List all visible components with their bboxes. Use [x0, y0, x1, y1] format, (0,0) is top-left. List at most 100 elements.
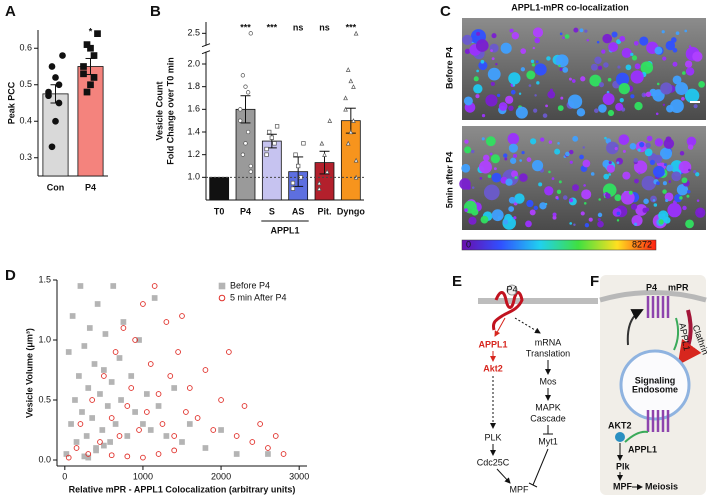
y-tick-label: 0.0	[38, 454, 51, 464]
point	[327, 118, 333, 123]
node: mRNA	[535, 337, 562, 347]
sphere	[515, 106, 528, 119]
sphere	[552, 212, 557, 217]
point	[94, 301, 101, 307]
sphere	[534, 63, 547, 76]
colorbar-min: 0	[466, 239, 471, 249]
sphere	[608, 42, 619, 52]
sphere	[508, 143, 518, 153]
point	[243, 141, 248, 146]
point	[163, 433, 170, 439]
sphere	[567, 94, 583, 109]
sphere	[503, 153, 508, 158]
point	[112, 421, 119, 427]
sphere	[656, 181, 660, 186]
sphere	[583, 184, 586, 187]
point	[324, 169, 330, 174]
sphere	[582, 146, 585, 149]
sphere	[560, 96, 564, 100]
sphere	[607, 77, 612, 82]
sphere	[676, 184, 689, 196]
sphere	[487, 174, 492, 179]
sphere	[662, 56, 667, 61]
point	[91, 361, 98, 367]
sphere	[617, 65, 621, 69]
node: Cascade	[530, 413, 566, 423]
sphere	[653, 203, 658, 207]
point	[265, 445, 271, 451]
sphere	[562, 36, 565, 40]
point	[99, 427, 106, 433]
sphere	[505, 95, 514, 104]
point	[348, 129, 354, 135]
sphere	[630, 70, 644, 84]
point	[101, 367, 107, 373]
sphere	[630, 203, 638, 210]
point	[89, 397, 96, 403]
sphere	[615, 102, 624, 111]
point	[73, 445, 80, 451]
sphere	[513, 153, 518, 158]
sphere	[532, 46, 536, 50]
receptor	[646, 296, 670, 318]
node: Meiosis	[645, 481, 678, 491]
sphere	[616, 211, 621, 216]
node: APPL1	[478, 339, 507, 349]
sphere	[569, 160, 573, 164]
appl1-arc	[624, 430, 649, 443]
axis-break	[201, 50, 211, 55]
point	[238, 118, 243, 123]
sphere	[686, 136, 697, 147]
point	[132, 409, 138, 415]
sphere	[670, 99, 684, 114]
group-label: APPL1	[270, 225, 299, 235]
sphere	[601, 49, 606, 54]
sphere	[665, 198, 669, 203]
sphere	[514, 176, 518, 180]
sphere	[568, 77, 572, 81]
node: Cdc25C	[477, 457, 510, 467]
point	[159, 421, 166, 427]
sphere	[685, 67, 695, 76]
point	[90, 52, 98, 59]
point	[116, 433, 123, 439]
point	[274, 124, 280, 129]
sphere	[654, 46, 663, 55]
sphere	[588, 217, 593, 222]
sphere	[586, 39, 590, 42]
sphere	[464, 48, 471, 55]
point	[290, 180, 296, 186]
sphere	[668, 180, 672, 183]
node: Myt1	[538, 436, 558, 446]
point	[97, 391, 103, 397]
point	[128, 385, 135, 391]
point	[108, 379, 115, 385]
node: Translation	[526, 348, 570, 358]
row-label: 5min after P4	[444, 152, 454, 209]
node: PLK	[484, 432, 501, 442]
point	[104, 403, 111, 409]
sphere	[459, 178, 471, 190]
membrane	[478, 298, 598, 304]
sphere	[654, 138, 664, 147]
sphere	[562, 195, 568, 200]
sphere	[557, 142, 560, 145]
sphere	[548, 140, 553, 144]
point	[272, 433, 279, 439]
point	[80, 70, 87, 78]
sphere	[463, 96, 473, 106]
point	[76, 373, 82, 379]
sphere	[511, 170, 518, 178]
point	[102, 331, 109, 337]
sphere	[695, 172, 700, 177]
y-tick-label: 1.8	[187, 81, 200, 91]
annotation: ***	[267, 22, 278, 32]
sphere	[598, 198, 601, 201]
point	[65, 454, 72, 461]
sphere	[521, 150, 525, 155]
sphere	[684, 29, 688, 33]
point	[83, 88, 91, 96]
colorbar	[461, 239, 657, 251]
point	[290, 186, 296, 191]
panel-e: E P4 APPL1 Akt2 mRNA Translation Mos MAP…	[452, 273, 598, 494]
